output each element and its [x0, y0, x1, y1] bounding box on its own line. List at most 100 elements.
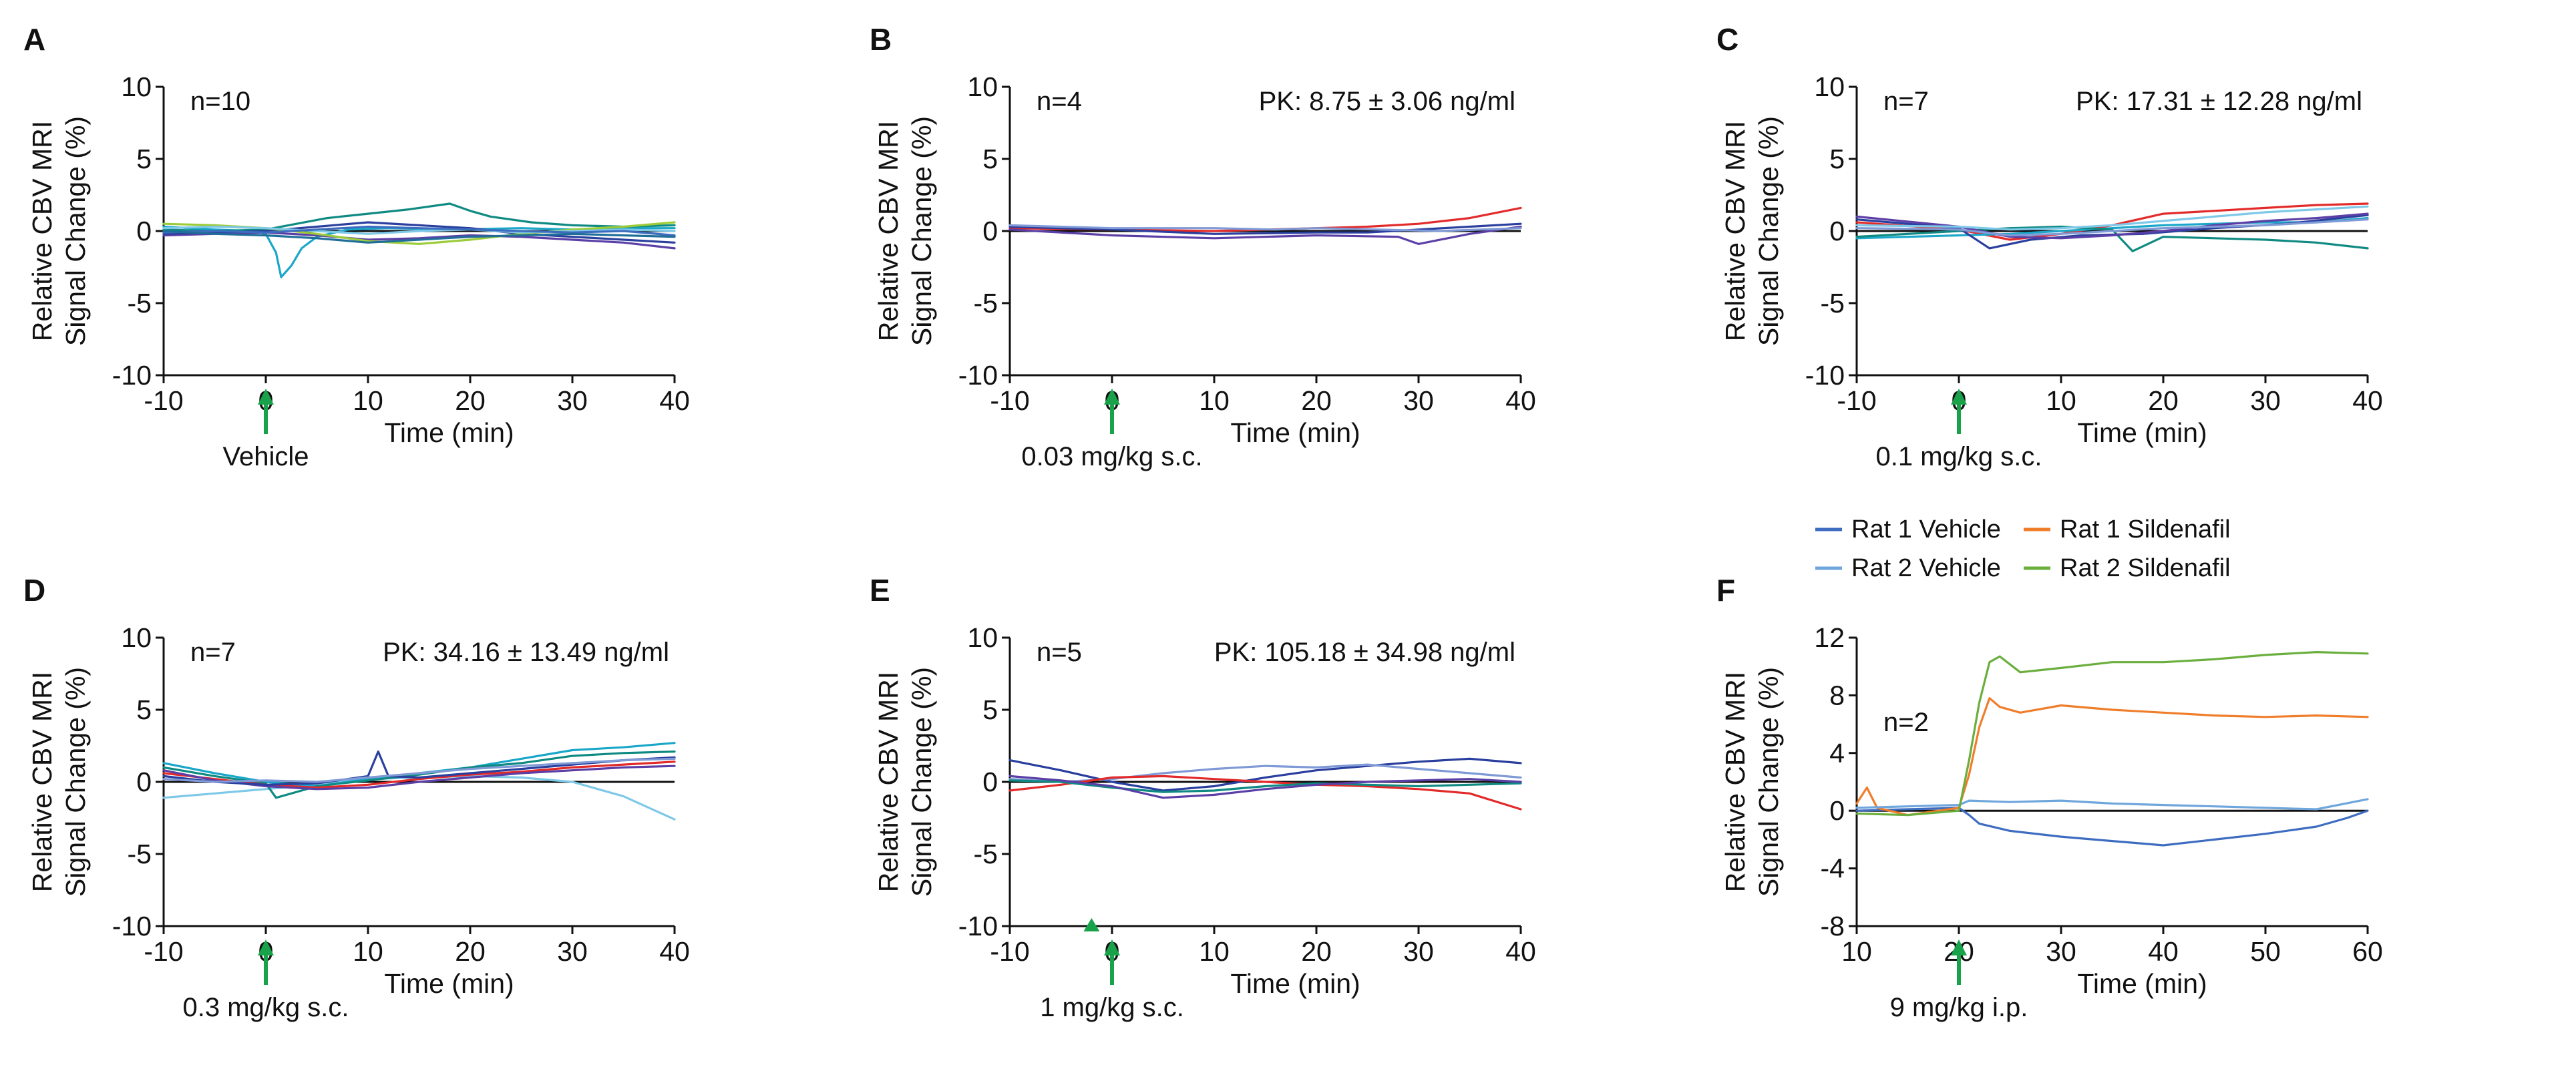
dose-arrowhead	[1104, 389, 1120, 405]
x-axis-label: Time (min)	[2077, 417, 2207, 448]
series-group	[1855, 202, 2369, 252]
panel-letter: F	[1716, 573, 1735, 608]
x-tick-label: -10	[144, 385, 183, 416]
y-tick-label: -10	[112, 360, 152, 391]
series-line-5	[1008, 775, 1522, 799]
y-tick-label: 10	[121, 622, 152, 653]
y-axis-label-line-1: Relative CBV MRI	[27, 672, 57, 892]
y-tick-label: -8	[1821, 911, 1845, 941]
x-tick-label: 30	[557, 385, 588, 416]
x-tick-label: 10	[1199, 385, 1230, 416]
panel-letter: A	[23, 22, 45, 57]
series-group	[162, 202, 676, 278]
y-axis-label-line-1: Relative CBV MRI	[1720, 121, 1751, 341]
y-tick-label: 5	[1829, 144, 1845, 174]
y-tick-label: 0	[982, 767, 998, 797]
dose-label: 9 mg/kg i.p.	[1890, 993, 2028, 1022]
x-tick-label: 10	[1199, 936, 1230, 967]
x-tick-label: 40	[1505, 385, 1536, 416]
y-tick-label: 0	[982, 216, 998, 246]
y-tick-label: 0	[1829, 216, 1845, 246]
x-tick-label: 40	[659, 385, 690, 416]
x-tick-label: 20	[2148, 385, 2179, 416]
n-label: n=2	[1883, 708, 1929, 737]
series-line-4	[1008, 224, 1522, 232]
y-axis-label: Relative CBV MRI Signal Change (%)	[1720, 667, 1784, 897]
y-axis-label-line-2: Signal Change (%)	[906, 116, 937, 346]
n-label: n=4	[1037, 87, 1082, 116]
dose-label: 0.3 mg/kg s.c.	[183, 993, 349, 1022]
y-tick-label: 10	[967, 71, 998, 102]
x-tick-label: -10	[144, 936, 183, 967]
panel-letter: E	[870, 573, 890, 608]
y-axis-label: Relative CBV MRI Signal Change (%)	[27, 667, 91, 897]
y-tick-label: -5	[1821, 288, 1845, 318]
panel-letter: C	[1716, 22, 1738, 57]
x-tick-label: 10	[353, 385, 383, 416]
x-tick-label: 30	[2250, 385, 2281, 416]
x-tick-label: -10	[990, 385, 1029, 416]
y-tick-label: -10	[958, 911, 998, 941]
x-tick-label: 60	[2352, 936, 2383, 967]
y-axis-label-line-2: Signal Change (%)	[906, 667, 937, 897]
pk-label: PK: 8.75 ± 3.06 ng/ml	[1259, 87, 1515, 116]
y-tick-label: 5	[136, 144, 152, 174]
y-axis-label: Relative CBV MRI Signal Change (%)	[873, 667, 937, 897]
x-axis-label: Time (min)	[1230, 968, 1360, 999]
x-tick-label: 10	[353, 936, 383, 967]
n-label: n=5	[1037, 638, 1082, 667]
y-tick-label: 5	[982, 144, 998, 174]
n-label: n=10	[190, 87, 250, 116]
series-line-2	[1008, 222, 1522, 235]
pretreatment-marker	[1083, 918, 1100, 931]
x-axis-label: Time (min)	[2077, 968, 2207, 999]
y-axis-label-line-1: Relative CBV MRI	[873, 672, 904, 892]
dose-arrowhead	[258, 939, 274, 955]
x-tick-label: 20	[455, 936, 486, 967]
x-axis-label: Time (min)	[384, 417, 514, 448]
x-tick-label: 20	[455, 385, 486, 416]
series-line-4	[1855, 650, 2369, 817]
y-axis-label-line-2: Signal Change (%)	[60, 116, 91, 346]
series-line-6	[162, 225, 676, 235]
legend-label: Rat 2 Vehicle	[1851, 554, 2001, 582]
dose-arrowhead	[1951, 389, 1967, 405]
y-axis-label-line-1: Relative CBV MRI	[873, 121, 904, 341]
y-tick-label: 0	[1829, 795, 1845, 826]
y-axis-label-line-2: Signal Change (%)	[1753, 667, 1784, 897]
series-line-4	[1008, 779, 1522, 793]
n-label: n=7	[190, 638, 236, 667]
y-tick-label: -10	[1805, 360, 1845, 391]
pk-label: PK: 34.16 ± 13.49 ng/ml	[383, 638, 669, 667]
y-axis-label-line-2: Signal Change (%)	[60, 667, 91, 897]
series-line-7	[162, 757, 676, 783]
x-tick-label: 40	[1505, 936, 1536, 967]
series-line-3	[1008, 775, 1522, 811]
y-axis-label-line-2: Signal Change (%)	[1753, 116, 1784, 346]
panel-letter: B	[870, 22, 892, 57]
series-line-7	[162, 225, 676, 237]
y-tick-label: -10	[958, 360, 998, 391]
dose-label: 1 mg/kg s.c.	[1040, 993, 1184, 1022]
y-tick-label: -5	[128, 288, 152, 318]
x-tick-label: 20	[1301, 385, 1332, 416]
pk-label: PK: 105.18 ± 34.98 ng/ml	[1214, 638, 1515, 667]
y-tick-label: 10	[121, 71, 152, 102]
x-tick-label: 10	[1841, 936, 1872, 967]
panel-letter: D	[23, 573, 45, 608]
dose-label: 0.03 mg/kg s.c.	[1021, 442, 1202, 471]
series-line-6	[1855, 205, 2369, 231]
dose-arrowhead	[1104, 939, 1120, 955]
x-tick-label: 40	[659, 936, 690, 967]
series-line-7	[1855, 218, 2369, 237]
series-line-2	[1855, 697, 2369, 817]
dose-label: 0.1 mg/kg s.c.	[1876, 442, 2042, 471]
x-tick-label: -10	[990, 936, 1029, 967]
legend-label: Rat 2 Sildenafil	[2060, 554, 2231, 582]
y-tick-label: 4	[1829, 738, 1845, 769]
